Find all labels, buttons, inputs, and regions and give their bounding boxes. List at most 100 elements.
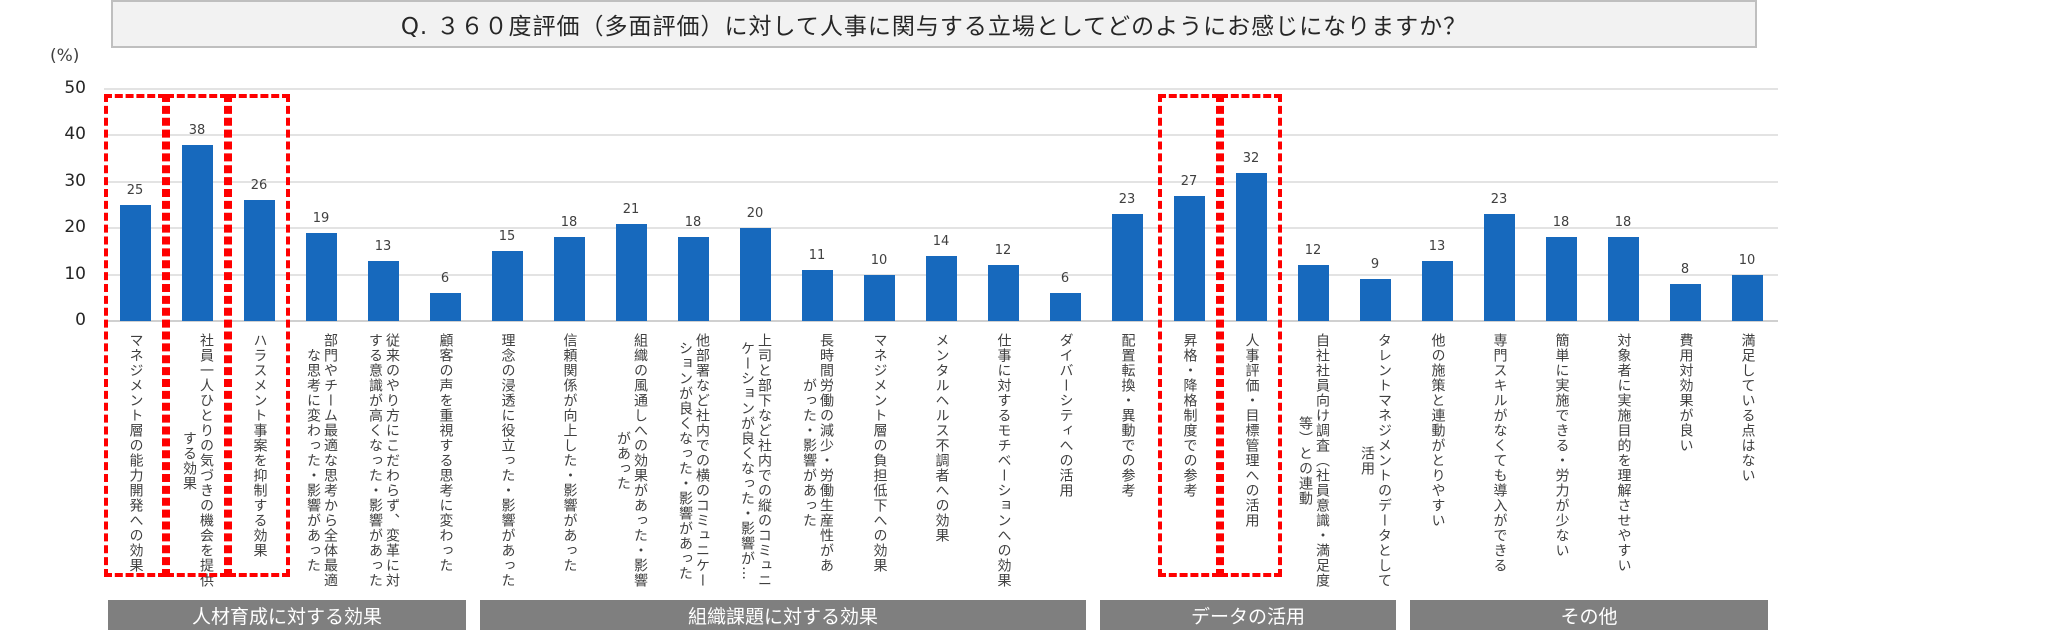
category-label: 対象者に実施目的を理解させやすい bbox=[1615, 333, 1632, 573]
highlight-box bbox=[1220, 94, 1282, 577]
data-label: 14 bbox=[932, 234, 950, 250]
category-label: 専門スキルがなくても導入ができる bbox=[1491, 333, 1508, 573]
bar bbox=[553, 237, 585, 321]
data-label: 11 bbox=[808, 247, 826, 263]
category-group-header: その他 bbox=[1410, 600, 1768, 630]
gridline bbox=[104, 88, 1778, 90]
bar bbox=[739, 228, 771, 321]
category-label: 従来のやり方にこだわらず、変革に対 する意識が高くなった・影響があった bbox=[367, 333, 400, 588]
category-label: 顧客の声を重視する思考に変わった bbox=[437, 333, 454, 573]
question-title-text: Q. ３６０度評価（多面評価）に対して人事に関与する立場としてどのようにお感じに… bbox=[400, 14, 1468, 40]
category-label: 組織の風通しへの効果があった・影響 があった bbox=[615, 333, 648, 588]
category-label: 自社社員向け調査（社員意識・満足度 等）との連動 bbox=[1297, 333, 1330, 588]
category-group-label: 人材育成に対する効果 bbox=[191, 605, 382, 628]
category-label: 上司と部下など社内での縦のコミュニ ケーションが良くなった・影響が… bbox=[739, 333, 772, 588]
y-tick-label: 40 bbox=[64, 124, 86, 145]
data-label: 6 bbox=[440, 271, 450, 287]
category-group-label: その他 bbox=[1560, 605, 1618, 628]
y-tick-label: 50 bbox=[64, 78, 86, 98]
bar bbox=[1111, 214, 1143, 321]
data-label: 21 bbox=[622, 201, 640, 217]
category-label: 理念の浸透に役立った・影響があった bbox=[499, 333, 516, 588]
bar bbox=[429, 293, 461, 321]
y-tick-label: 20 bbox=[64, 217, 86, 238]
bar bbox=[1483, 214, 1515, 321]
data-label: 9 bbox=[1370, 257, 1380, 273]
category-group-label: 組織課題に対する効果 bbox=[687, 605, 878, 628]
data-label: 13 bbox=[374, 238, 392, 254]
category-label: 簡単に実施できる・労力が少ない bbox=[1553, 333, 1570, 558]
category-label: 満足している点はない bbox=[1739, 333, 1756, 483]
category-label: 費用対効果が良い bbox=[1677, 333, 1694, 453]
category-group-header: 人材育成に対する効果 bbox=[108, 600, 466, 630]
bar bbox=[367, 260, 399, 321]
category-label: 他部署など社内での横のコミュニケー ションが良くなった・影響があった bbox=[677, 333, 710, 588]
data-label: 27 bbox=[1180, 173, 1198, 189]
category-group-header: 組織課題に対する効果 bbox=[480, 600, 1086, 630]
data-label: 10 bbox=[1738, 252, 1756, 268]
bar bbox=[119, 205, 151, 321]
bar bbox=[1235, 172, 1267, 321]
bar bbox=[1607, 237, 1639, 321]
bar bbox=[1545, 237, 1577, 321]
y-tick-label: 30 bbox=[64, 170, 86, 191]
bar bbox=[801, 269, 833, 321]
bar bbox=[1049, 293, 1081, 321]
bar bbox=[1359, 279, 1391, 321]
category-group-label: データの活用 bbox=[1190, 605, 1305, 628]
bar bbox=[243, 200, 275, 321]
bar bbox=[181, 144, 213, 321]
gridline bbox=[104, 180, 1778, 183]
data-label: 13 bbox=[1428, 238, 1446, 254]
y-tick-label: 0 bbox=[75, 310, 86, 330]
category-label: 部門やチーム最適な思考から全体最適 な思考に変わった・影響があった bbox=[305, 333, 338, 588]
data-label: 19 bbox=[312, 210, 330, 226]
data-label: 20 bbox=[746, 206, 764, 222]
data-label: 38 bbox=[188, 122, 206, 138]
category-label: ダイバーシティへの活用 bbox=[1057, 333, 1074, 498]
data-label: 25 bbox=[126, 183, 144, 198]
data-label: 18 bbox=[1614, 215, 1632, 231]
highlight-box bbox=[104, 94, 166, 577]
question-title: Q. ３６０度評価（多面評価）に対して人事に関与する立場としてどのようにお感じに… bbox=[111, 0, 1757, 48]
category-label: マネジメント層の負担低下への効果 bbox=[871, 333, 888, 573]
category-label: 長時間労働の減少・労働生産性があ がった・影響があった bbox=[801, 333, 834, 573]
data-label: 26 bbox=[250, 178, 268, 194]
data-label: 6 bbox=[1060, 271, 1070, 287]
data-label: 15 bbox=[498, 229, 516, 245]
bar bbox=[615, 223, 647, 321]
bar bbox=[1297, 265, 1329, 321]
category-label: 社員一人ひとりの気づきの機会を提供 する効果 bbox=[181, 333, 214, 588]
bar bbox=[305, 232, 337, 321]
category-label: 仕事に対するモチベーションへの効果 bbox=[995, 333, 1012, 588]
bar bbox=[677, 237, 709, 321]
y-tick-label: 10 bbox=[64, 263, 86, 284]
bar bbox=[1669, 283, 1701, 321]
gridline bbox=[104, 320, 1778, 322]
bar bbox=[1731, 274, 1763, 321]
data-label: 18 bbox=[1552, 215, 1570, 231]
data-label: 18 bbox=[560, 215, 578, 231]
category-label: 信頼関係が向上した・影響があった bbox=[561, 333, 578, 573]
gridline bbox=[104, 227, 1778, 230]
category-label: 人事評価・目標管理への活用 bbox=[1243, 333, 1260, 528]
bar bbox=[491, 251, 523, 321]
category-label: 昇格・降格制度での参考 bbox=[1181, 333, 1198, 498]
category-label: 配置転換・異動での参考 bbox=[1119, 333, 1136, 498]
bar bbox=[1173, 195, 1205, 321]
data-label: 12 bbox=[1304, 243, 1322, 259]
data-label: 32 bbox=[1242, 150, 1260, 166]
highlight-box bbox=[166, 94, 228, 577]
data-label: 23 bbox=[1118, 192, 1136, 208]
data-label: 10 bbox=[870, 252, 888, 268]
highlight-box bbox=[228, 94, 290, 577]
category-label: メンタルヘルス不調者への効果 bbox=[933, 333, 950, 543]
category-label: タレントマネジメントのデータとして 活用 bbox=[1359, 333, 1392, 588]
bar bbox=[987, 265, 1019, 321]
highlight-box bbox=[1158, 94, 1220, 577]
data-label: 18 bbox=[684, 215, 702, 231]
bar bbox=[863, 274, 895, 321]
bar bbox=[1421, 260, 1453, 321]
category-label: 他の施策と連動がとりやすい bbox=[1429, 333, 1446, 528]
data-label: 23 bbox=[1490, 192, 1508, 208]
